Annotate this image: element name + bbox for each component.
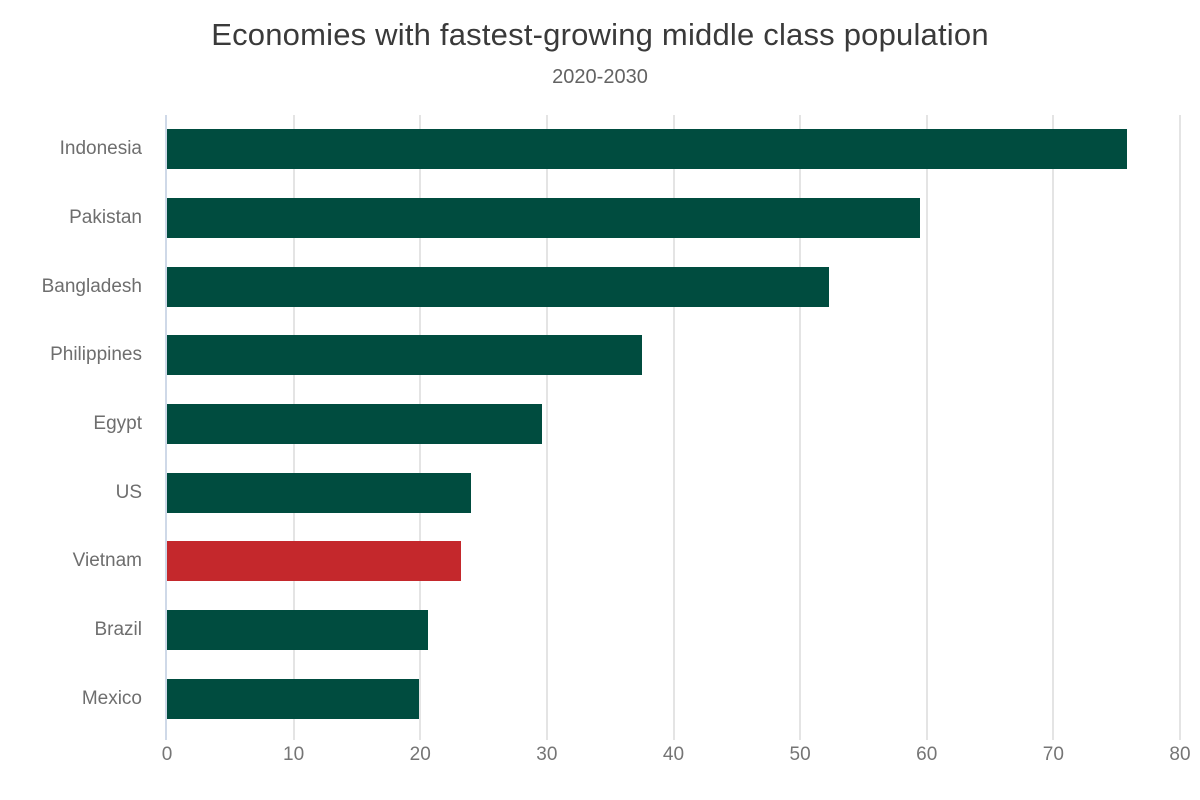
x-tick-label-50: 50	[789, 744, 811, 765]
category-label-egypt: Egypt	[93, 413, 142, 434]
bar-mexico	[167, 678, 419, 719]
category-label-us: US	[115, 481, 142, 503]
category-label-mexico: Mexico	[81, 687, 142, 709]
bar-bangladesh	[167, 266, 830, 307]
category-label-pakistan: Pakistan	[69, 207, 142, 228]
category-label-bangladesh: Bangladesh	[41, 275, 142, 297]
x-tick-label-20: 20	[409, 744, 431, 765]
bar-brazil	[167, 610, 428, 650]
bar-indonesia	[167, 129, 1127, 170]
gridline-60	[925, 115, 928, 740]
x-tick-label-80: 80	[1169, 744, 1191, 765]
category-label-indonesia: Indonesia	[59, 138, 142, 160]
x-tick-label-30: 30	[536, 744, 558, 765]
gridline-80	[1179, 115, 1181, 740]
category-label-brazil: Brazil	[94, 619, 142, 640]
gridline-50	[799, 115, 802, 740]
bar-philippines	[167, 335, 642, 376]
chart-subtitle: 2020-2030	[552, 66, 648, 88]
x-tick-label-0: 0	[161, 744, 173, 765]
y-axis-line	[165, 115, 167, 740]
x-tick-label-40: 40	[662, 744, 685, 765]
chart-title: Economies with fastest-growing middle cl…	[211, 17, 989, 52]
gridline-70	[1052, 115, 1055, 740]
bar-pakistan	[167, 198, 921, 238]
gridline-30	[545, 115, 548, 740]
x-tick-label-70: 70	[1042, 744, 1064, 765]
gridline-40	[672, 115, 675, 740]
bar-egypt	[167, 404, 542, 444]
plot-area	[165, 115, 1181, 740]
category-label-vietnam: Vietnam	[72, 550, 142, 572]
x-tick-label-10: 10	[283, 744, 305, 765]
x-tick-label-60: 60	[916, 744, 938, 765]
bar-vietnam	[167, 541, 461, 582]
bar-us	[167, 472, 471, 513]
category-axis: Indonesia Pakistan Bangladesh Philippines Eg…	[0, 115, 142, 733]
category-label-philippines: Philippines	[50, 344, 142, 366]
